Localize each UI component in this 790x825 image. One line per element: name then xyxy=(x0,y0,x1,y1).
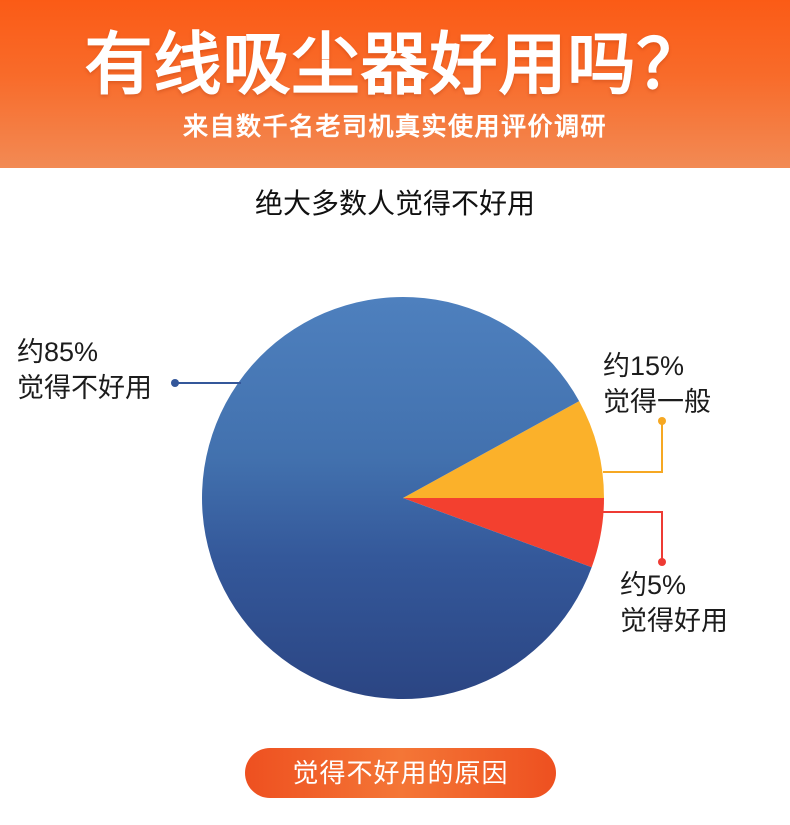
label-average-name: 觉得一般 xyxy=(603,387,711,417)
label-good-name: 觉得好用 xyxy=(620,606,728,636)
leader-dot-good xyxy=(658,558,666,566)
page-subtitle: 来自数千名老司机真实使用评价调研 xyxy=(182,113,607,141)
label-bad-percent: 约85% xyxy=(17,337,99,367)
header-banner: 有线吸尘器好用吗？ 来自数千名老司机真实使用评价调研 xyxy=(0,0,790,168)
label-bad-name: 觉得不好用 xyxy=(17,373,152,403)
pie-slice-bad xyxy=(202,297,592,700)
page-title: 有线吸尘器好用吗？ xyxy=(84,27,706,103)
label-good-percent: 约5% xyxy=(620,570,687,600)
leader-line-average xyxy=(603,421,663,473)
pie-slice-good xyxy=(403,498,604,568)
reasons-button[interactable]: 觉得不好用的原因 xyxy=(245,748,556,798)
leader-dot-average xyxy=(658,417,666,425)
pie-slice-average xyxy=(403,401,604,498)
label-bad-group: 约85% 觉得不好用 xyxy=(17,334,152,406)
chart-title: 绝大多数人觉得不好用 xyxy=(254,188,535,219)
label-average-percent: 约15% xyxy=(603,351,685,381)
leader-line-good xyxy=(603,511,663,562)
label-average-group: 约15% 觉得一般 xyxy=(603,348,711,420)
pie-slices xyxy=(202,297,604,700)
label-good-group: 约5% 觉得好用 xyxy=(620,567,728,639)
leader-dot-bad xyxy=(171,379,179,387)
